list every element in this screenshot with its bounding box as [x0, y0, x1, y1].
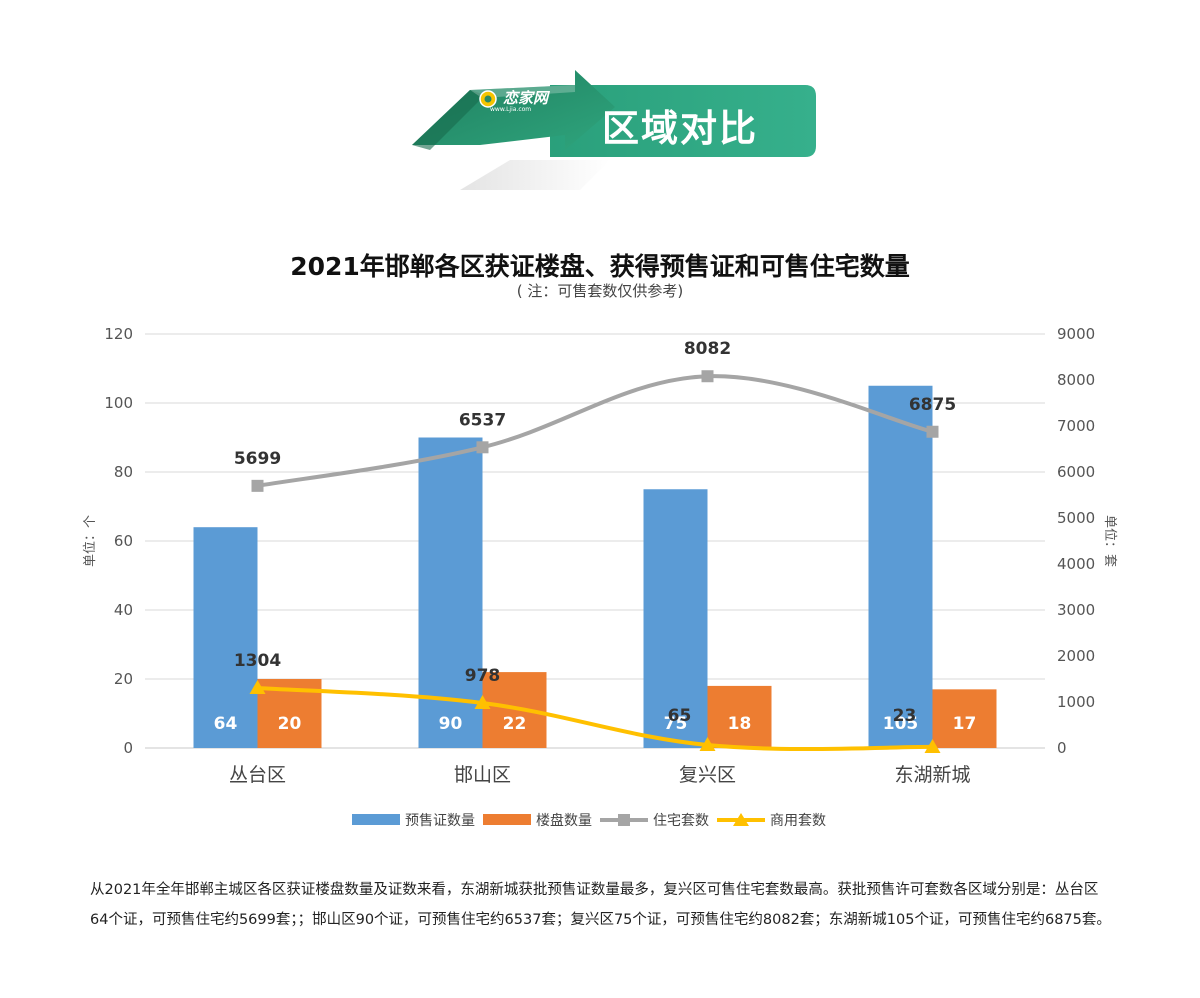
series-line: [255, 374, 935, 488]
header-banner: [412, 70, 816, 190]
line-point: [474, 695, 491, 710]
legend-label: 楼盘数量: [536, 812, 592, 829]
left-tick-label: 40: [114, 601, 133, 619]
bar: [868, 385, 933, 748]
left-tick-label: 80: [114, 463, 133, 481]
legend-marker: [618, 814, 630, 826]
left-axis-title: 单位：个: [83, 515, 98, 567]
data-labels: 64 90 75 105 20 22 18 17 5699 6537 8082 6875 1304 978…: [214, 339, 977, 734]
bar: [643, 489, 708, 748]
legend-marker: [733, 813, 749, 826]
point-value-label: 978: [465, 666, 501, 686]
legend-item: 住宅套数: [600, 813, 709, 829]
bar-value-label: 20: [278, 714, 302, 734]
category-axis: 丛台区 邯山区 复兴区 东湖新城: [229, 764, 971, 786]
summary-paragraph: 从2021年全年邯郸主城区各区获证楼盘数量及证数来看，东湖新城获批预售证数量最多…: [90, 882, 1111, 928]
point-value-label: 1304: [234, 651, 281, 671]
right-tick-label: 5000: [1057, 509, 1095, 527]
legend-item: 商用套数: [717, 813, 826, 829]
bar: [932, 689, 997, 748]
line-point: [251, 479, 264, 492]
logo-text: 恋家网: [503, 89, 549, 107]
right-tick-label: 8000: [1057, 371, 1095, 389]
point-value-label: 6537: [459, 410, 506, 430]
line-point: [924, 738, 941, 753]
legend-swatch: [352, 814, 400, 825]
left-tick-label: 120: [104, 325, 133, 343]
right-tick-label: 0: [1057, 739, 1067, 757]
point-value-label: 65: [668, 706, 692, 726]
lines: [249, 370, 941, 753]
point-value-label: 6875: [909, 395, 956, 415]
right-tick-label: 9000: [1057, 325, 1095, 343]
line-point: [926, 425, 939, 438]
bar-value-label: 75: [664, 714, 688, 734]
left-tick-label: 20: [114, 670, 133, 688]
right-tick-label: 7000: [1057, 417, 1095, 435]
category-label: 邯山区: [454, 764, 511, 786]
bar-value-label: 64: [214, 714, 238, 734]
line-point: [249, 680, 266, 695]
right-axis-ticks: 0 1000 2000 3000 4000 5000 6000 7000 8000 9000: [1057, 325, 1095, 757]
bar-value-label: 90: [439, 714, 463, 734]
left-tick-label: 0: [123, 739, 133, 757]
legend-label: 预售证数量: [405, 813, 475, 829]
right-tick-label: 2000: [1057, 647, 1095, 665]
legend-item: 预售证数量: [352, 813, 475, 829]
line-point: [699, 737, 716, 752]
bar-value-label: 105: [883, 714, 919, 734]
left-axis-ticks: 0 20 40 60 80 100 120: [104, 325, 133, 757]
bar-value-label: 17: [953, 714, 977, 734]
line-point: [701, 370, 714, 383]
legend: 预售证数量 楼盘数量 住宅套数 商用套数: [352, 812, 826, 829]
bars: [193, 385, 997, 748]
chart-subtitle: ( 注：可售套数仅供参考): [516, 282, 684, 300]
bar: [193, 527, 258, 748]
category-label: 复兴区: [679, 764, 736, 786]
legend-item: 楼盘数量: [483, 812, 592, 829]
point-value-label: 23: [893, 706, 917, 726]
point-value-label: 5699: [234, 449, 281, 469]
right-tick-label: 1000: [1057, 693, 1095, 711]
bar-value-label: 22: [503, 714, 527, 734]
right-tick-label: 6000: [1057, 463, 1095, 481]
logo-url: www.Ljia.com: [490, 106, 532, 113]
point-value-label: 8082: [684, 339, 731, 359]
series-line: [255, 686, 935, 752]
left-tick-label: 60: [114, 532, 133, 550]
right-tick-label: 4000: [1057, 555, 1095, 573]
left-tick-label: 100: [104, 394, 133, 412]
legend-label: 商用套数: [770, 813, 826, 829]
legend-swatch: [483, 814, 531, 825]
right-axis-title: 单位：套: [1102, 515, 1118, 567]
bar-value-label: 18: [728, 714, 752, 734]
bar: [707, 685, 772, 748]
banner-title: 区域对比: [602, 107, 758, 150]
right-tick-label: 3000: [1057, 601, 1095, 619]
chart-title: 2021年邯郸各区获证楼盘、获得预售证和可售住宅数量: [290, 252, 910, 281]
category-label: 东湖新城: [894, 764, 970, 786]
category-label: 丛台区: [229, 764, 286, 786]
legend-label: 住宅套数: [653, 813, 709, 829]
line-point: [476, 441, 489, 454]
combo-chart: 0 20 40 60 80 100 120 0 1000 2000 3000 4000 5000 600…: [83, 325, 1118, 829]
